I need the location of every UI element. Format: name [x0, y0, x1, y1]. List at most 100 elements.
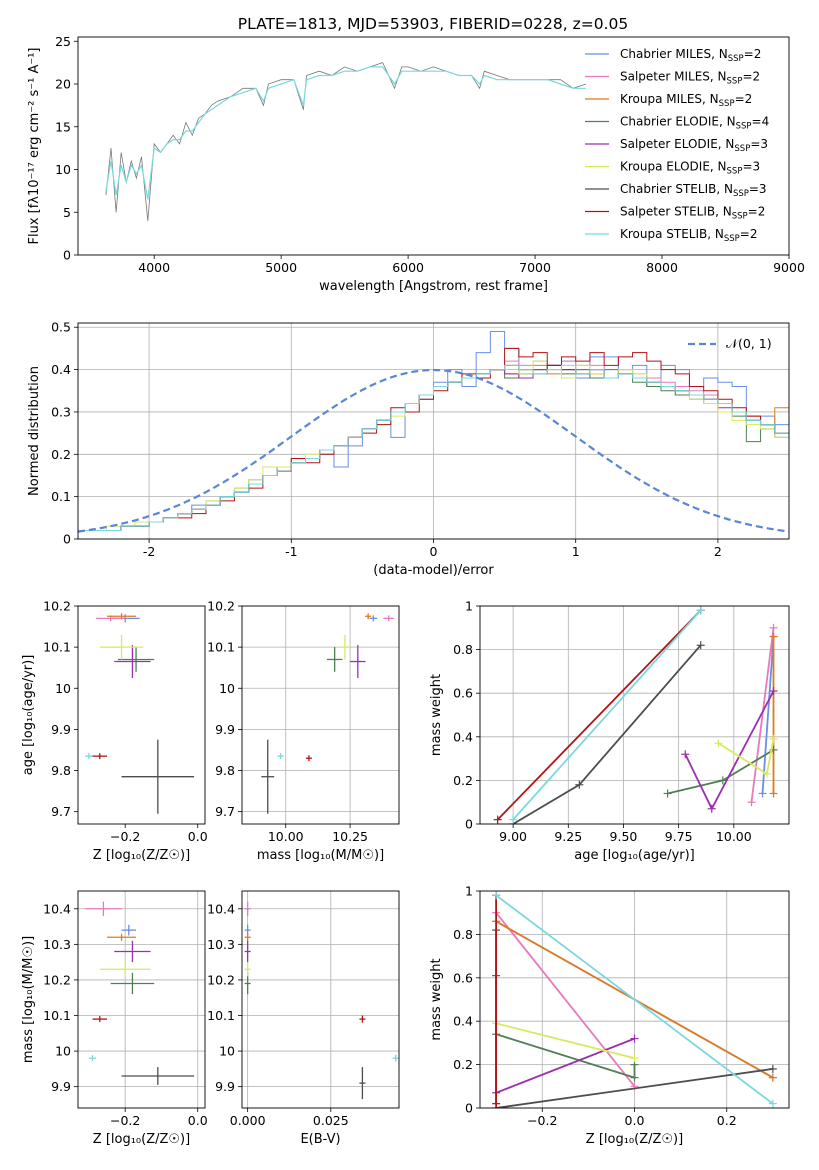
weight-line [512, 609, 702, 821]
y-tick-label: 10.1 [43, 1008, 71, 1023]
x-tick-label: 0.0 [188, 1113, 208, 1128]
weight-line [512, 644, 702, 824]
y-tick-label: 0.8 [453, 927, 473, 942]
errorbar-points [85, 613, 195, 814]
point-salpeter-elodie [244, 940, 251, 963]
normal-curve [78, 368, 789, 533]
legend-entry: Salpeter STELIB, NSSP=2 [620, 205, 765, 222]
y-tick-label: 9.9 [51, 722, 71, 737]
y-tick-label: 10.2 [43, 599, 71, 614]
figure-title: PLATE=1813, MJD=53903, FIBERID=0228, z=0… [238, 15, 628, 33]
y-tick-label: 10 [219, 1044, 235, 1059]
y-axis-label: mass weight [429, 958, 444, 1040]
hist-chabrier-elodie [78, 364, 789, 532]
y-tick-label: 10.4 [43, 901, 71, 916]
plot-frame [77, 605, 206, 825]
y-tick-label: 0.2 [453, 773, 473, 788]
point-chabrier-elodie [110, 972, 155, 995]
y-tick-label: 10.4 [207, 901, 235, 916]
y-tick-label: 0 [465, 1101, 473, 1116]
plot-frame [241, 890, 400, 1109]
x-axis-label: (data-model)/error [373, 563, 494, 578]
plot-frame [77, 36, 790, 256]
point-chabrier-elodie [117, 647, 155, 672]
y-tick-label: 0 [63, 532, 71, 547]
y-tick-label: 9.8 [215, 763, 235, 778]
x-axis-label: Z [log₁₀(Z/Z☉)] [586, 1132, 683, 1147]
point-kroupa-elodie [99, 962, 151, 977]
y-tick-label: 10.2 [43, 972, 71, 987]
x-tick-label: 10.00 [268, 829, 304, 844]
point-salpeter-elodie [114, 645, 151, 678]
legend-entry: Chabrier STELIB, NSSP=3 [620, 182, 767, 199]
weight-lines [493, 606, 778, 824]
x-tick-label: 0.0 [625, 1113, 645, 1128]
y-tick-label: 0 [465, 817, 473, 832]
x-tick-label: 9.25 [554, 829, 582, 844]
point-salpeter-stelib [305, 755, 312, 762]
x-tick-label: 0.025 [313, 1113, 349, 1128]
y-tick-label: 0.4 [51, 362, 71, 377]
x-axis-label: E(B-V) [300, 1132, 340, 1147]
y-tick-label: 0.3 [51, 404, 71, 419]
x-tick-label: 0.0 [188, 829, 208, 844]
y-tick-label: 9.8 [51, 763, 71, 778]
y-tick-label: 0.4 [453, 1014, 473, 1029]
weight-line [495, 912, 636, 1087]
massweight-vs-age-panel: 9.00 9.25 9.50 9.75 10.00 0 0.2 0.4 0.6 0.8 1 age [… [429, 599, 790, 863]
y-tick-label: 0 [63, 248, 71, 263]
y-tick-label: 0.8 [453, 642, 473, 657]
point-kroupa-stelib [277, 753, 284, 760]
point-kroupa-elodie [244, 962, 251, 977]
normal-legend-label: 𝒩(0, 1) [726, 336, 772, 351]
plot-frame [77, 890, 206, 1109]
x-axis-label: wavelength [Angstrom, rest frame] [319, 279, 548, 294]
weights-salpeter-elodie [492, 971, 639, 1097]
plot-frame [479, 890, 790, 1109]
x-tick-label: 9000 [773, 260, 805, 275]
age-vs-Z-panel: −0.2 0.0 9.7 9.8 9.9 10 10.1 10.2 Z [log₁₀(Z/Z☉)… [21, 599, 208, 864]
spectrum-lines [105, 62, 587, 221]
y-axis-label: Flux [fλ10⁻¹⁷ erg cm⁻² s⁻¹ A⁻¹] [27, 48, 42, 245]
x-axis-label: Z [log₁₀(Z/Z☉)] [93, 1132, 190, 1147]
legend-entry: Kroupa MILES, NSSP=2 [620, 92, 752, 109]
y-tick-label: 1 [465, 884, 473, 899]
point-kroupa-stelib [88, 1055, 97, 1062]
x-tick-label: −0.2 [527, 1113, 557, 1128]
point-chabrier-stelib [121, 739, 195, 814]
histogram-steps [78, 330, 789, 533]
x-tick-label: 7000 [519, 260, 551, 275]
weight-line [495, 894, 774, 1105]
x-tick-label: 9.00 [499, 829, 527, 844]
legend-entry: Kroupa STELIB, NSSP=2 [620, 227, 758, 244]
y-tick-label: 10.3 [43, 937, 71, 952]
x-tick-label: 0.000 [230, 1113, 266, 1128]
weights-kroupa-miles [769, 632, 778, 798]
y-tick-label: 10 [219, 681, 235, 696]
weight-line [750, 627, 775, 803]
y-tick-label: 0.1 [51, 489, 71, 504]
mass-vs-Z-panel: −0.2 0.0 9.9 10 10.1 10.2 10.3 10.4 Z [log₁₀(Z/Z… [21, 890, 208, 1147]
y-tick-label: 9.9 [51, 1079, 71, 1094]
y-tick-label: 25 [55, 34, 71, 49]
y-tick-label: 10 [55, 162, 71, 177]
weights-salpeter-elodie [681, 687, 778, 813]
y-tick-label: 10.1 [43, 640, 71, 655]
y-tick-label: 0.5 [51, 320, 71, 335]
y-tick-label: 9.9 [215, 1079, 235, 1094]
x-tick-label: -2 [143, 544, 155, 559]
y-tick-label: 1 [465, 599, 473, 614]
y-tick-label: 20 [55, 77, 71, 92]
weight-line [497, 609, 702, 821]
x-tick-label: 1 [572, 544, 580, 559]
x-tick-label: 9.50 [610, 829, 638, 844]
legend-entry: Salpeter ELODIE, NSSP=3 [620, 137, 768, 154]
hist-kroupa-stelib [78, 364, 789, 532]
hist-salpeter-elodie [78, 364, 789, 532]
plot-frame [479, 605, 790, 825]
x-tick-label: 0 [430, 544, 438, 559]
x-tick-label: 2 [714, 544, 722, 559]
massweight-vs-Z-panel: −0.2 0.0 0.2 0 0.2 0.4 0.6 0.8 1 Z [log₁₀(Z/Z☉)] m… [429, 884, 790, 1147]
point-salpeter-elodie [350, 645, 366, 678]
